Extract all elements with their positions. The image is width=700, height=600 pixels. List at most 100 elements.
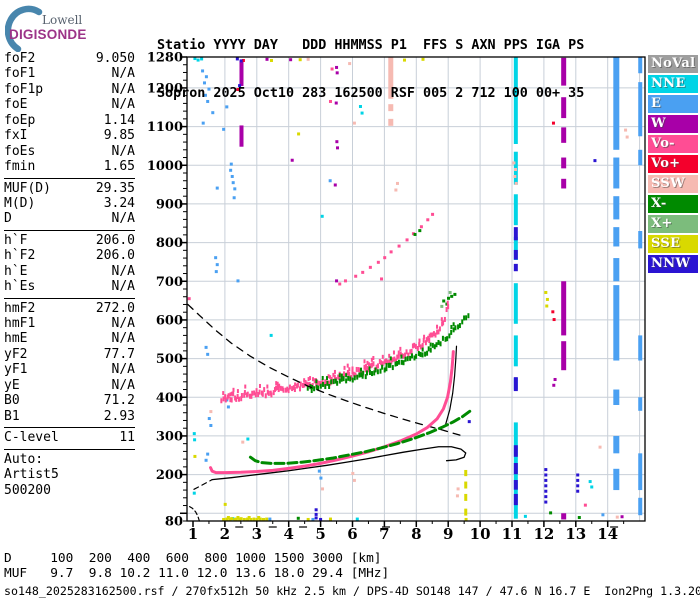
logo-lowell-text: Lowell (42, 13, 83, 27)
x-tick-label: 3 (252, 525, 262, 543)
y-tick-label: 500 (156, 352, 183, 367)
header-line-2: Sopron 2025 Oct10 283 162500 RSF 005 2 7… (157, 86, 585, 101)
param-value: 2.93 (103, 408, 135, 424)
y-tick-label: 400 (156, 391, 183, 406)
noise-dots-layer (187, 57, 629, 521)
param-value: N/A (111, 263, 135, 279)
legend-item-nnw: NNW (648, 255, 698, 273)
file-info-line: so148_2025283162500.rsf / 270fx512h 50 k… (4, 584, 700, 598)
header-line-1: Statio YYYY DAY DDD HHMMSS P1 FFS S AXN … (157, 38, 585, 53)
param-row: B0 71.2 (4, 393, 135, 408)
legend-item-voplus: Vo+ (648, 155, 698, 173)
y-tick-label: 600 (156, 313, 183, 328)
param-row: hmF2 272.0 (4, 301, 135, 316)
param-divider (4, 448, 135, 450)
param-label: fxI (4, 128, 28, 144)
param-row: yE N/A (4, 378, 135, 393)
param-label: hmF1 (4, 316, 36, 331)
x-tick-label: 1 (188, 525, 198, 543)
param-row: fxI 9.85 (4, 128, 135, 143)
autoscaling-info-line: Artist5 (4, 467, 59, 483)
param-value: 11 (119, 430, 135, 446)
legend-item-noval: NoVal (648, 55, 698, 73)
param-label: yF1 (4, 362, 28, 378)
legend-item-e: E (648, 95, 698, 113)
autoscaling-info-line: 500200 (4, 483, 51, 499)
legend-item-xminus: X- (648, 195, 698, 213)
grid-layer (187, 57, 645, 521)
param-value: 9.85 (103, 128, 135, 144)
logo-digisonde-text: DIGISONDE (9, 27, 87, 42)
param-label: hmE (4, 331, 28, 347)
param-value: 77.7 (103, 346, 135, 362)
legend-item-vominus: Vo- (648, 135, 698, 153)
param-value: 1.14 (103, 112, 135, 128)
param-row: foF1p N/A (4, 82, 135, 97)
param-value: N/A (111, 316, 135, 331)
param-label: foF1p (4, 81, 44, 97)
legend-panel: NoVal NNE E W Vo- Vo+ SSW X- X+ SSE NNW (648, 55, 698, 275)
y-tick-label: 900 (156, 197, 183, 212)
param-row: foF1 N/A (4, 66, 135, 81)
x-tick-label: 10 (470, 525, 491, 543)
param-row: h`Es N/A (4, 279, 135, 294)
param-row: D N/A (4, 211, 135, 226)
echo-traces-layer (209, 350, 472, 475)
y-tick-label: 80 (165, 515, 183, 530)
param-row: hmE N/A (4, 331, 135, 346)
legend-item-ssw: SSW (648, 175, 698, 193)
param-row: C-level 11 (4, 430, 135, 445)
param-divider (4, 297, 135, 299)
x-tick-label: 13 (565, 525, 586, 543)
param-panel: foF2 9.050 foF1 N/A foF1p N/A foE N/A foEp 1.14 fx… (4, 51, 135, 499)
param-label: h`F (4, 232, 28, 248)
multihop-trails-layer (220, 300, 470, 404)
param-label: C-level (4, 430, 59, 446)
param-value: N/A (111, 377, 135, 393)
x-tick-label: 11 (502, 525, 523, 543)
param-label: h`F2 (4, 248, 36, 264)
param-row: fmin 1.65 (4, 159, 135, 174)
param-row: h`F 206.0 (4, 233, 135, 248)
param-label: yF2 (4, 346, 28, 362)
x-tick-label: 7 (379, 525, 389, 543)
param-row: h`F2 206.0 (4, 248, 135, 263)
param-value: N/A (111, 279, 135, 295)
param-value: 29.35 (95, 180, 135, 196)
muf-table-muf-row: MUF 9.7 9.8 10.2 11.0 12.0 13.6 18.0 29.… (4, 566, 390, 581)
param-divider (4, 229, 135, 231)
legend-item-xplus: X+ (648, 215, 698, 233)
param-label: fmin (4, 159, 36, 175)
param-label: foEs (4, 143, 36, 159)
x-tick-label: 2 (220, 525, 230, 543)
param-label: MUF(D) (4, 180, 51, 196)
param-value: 1.65 (103, 159, 135, 175)
logo-block: Lowell DIGISONDE (4, 4, 150, 53)
param-value: N/A (111, 66, 135, 82)
param-row: M(D) 3.24 (4, 196, 135, 211)
param-row: hmF1 N/A (4, 316, 135, 331)
param-value: 206.0 (95, 248, 135, 264)
legend-item-w: W (648, 115, 698, 133)
param-row: h`E N/A (4, 264, 135, 279)
param-row: B1 2.93 (4, 409, 135, 424)
param-label: B0 (4, 393, 20, 409)
x-tick-label: 12 (533, 525, 554, 543)
x-tick-label: 9 (443, 525, 453, 543)
param-row: foEs N/A (4, 144, 135, 159)
param-value: 9.050 (95, 51, 135, 66)
param-divider (4, 427, 135, 429)
y-tick-label: 1200 (147, 81, 183, 96)
param-row: yF1 N/A (4, 362, 135, 377)
x-tick-label: 4 (283, 525, 293, 543)
y-tick-label: 1280 (147, 51, 183, 66)
param-row: foEp 1.14 (4, 113, 135, 128)
param-value: N/A (111, 362, 135, 378)
header-block: Statio YYYY DAY DDD HHMMSS P1 FFS S AXN … (157, 6, 584, 134)
x-tick-label: 6 (347, 525, 357, 543)
param-label: h`Es (4, 279, 36, 295)
param-label: hmF2 (4, 300, 36, 316)
lowell-crescent-icon (4, 5, 43, 53)
x-tick-label: 5 (315, 525, 325, 543)
param-label: h`E (4, 263, 28, 279)
